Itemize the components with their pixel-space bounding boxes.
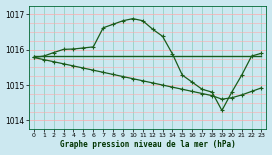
X-axis label: Graphe pression niveau de la mer (hPa): Graphe pression niveau de la mer (hPa) (60, 140, 236, 149)
